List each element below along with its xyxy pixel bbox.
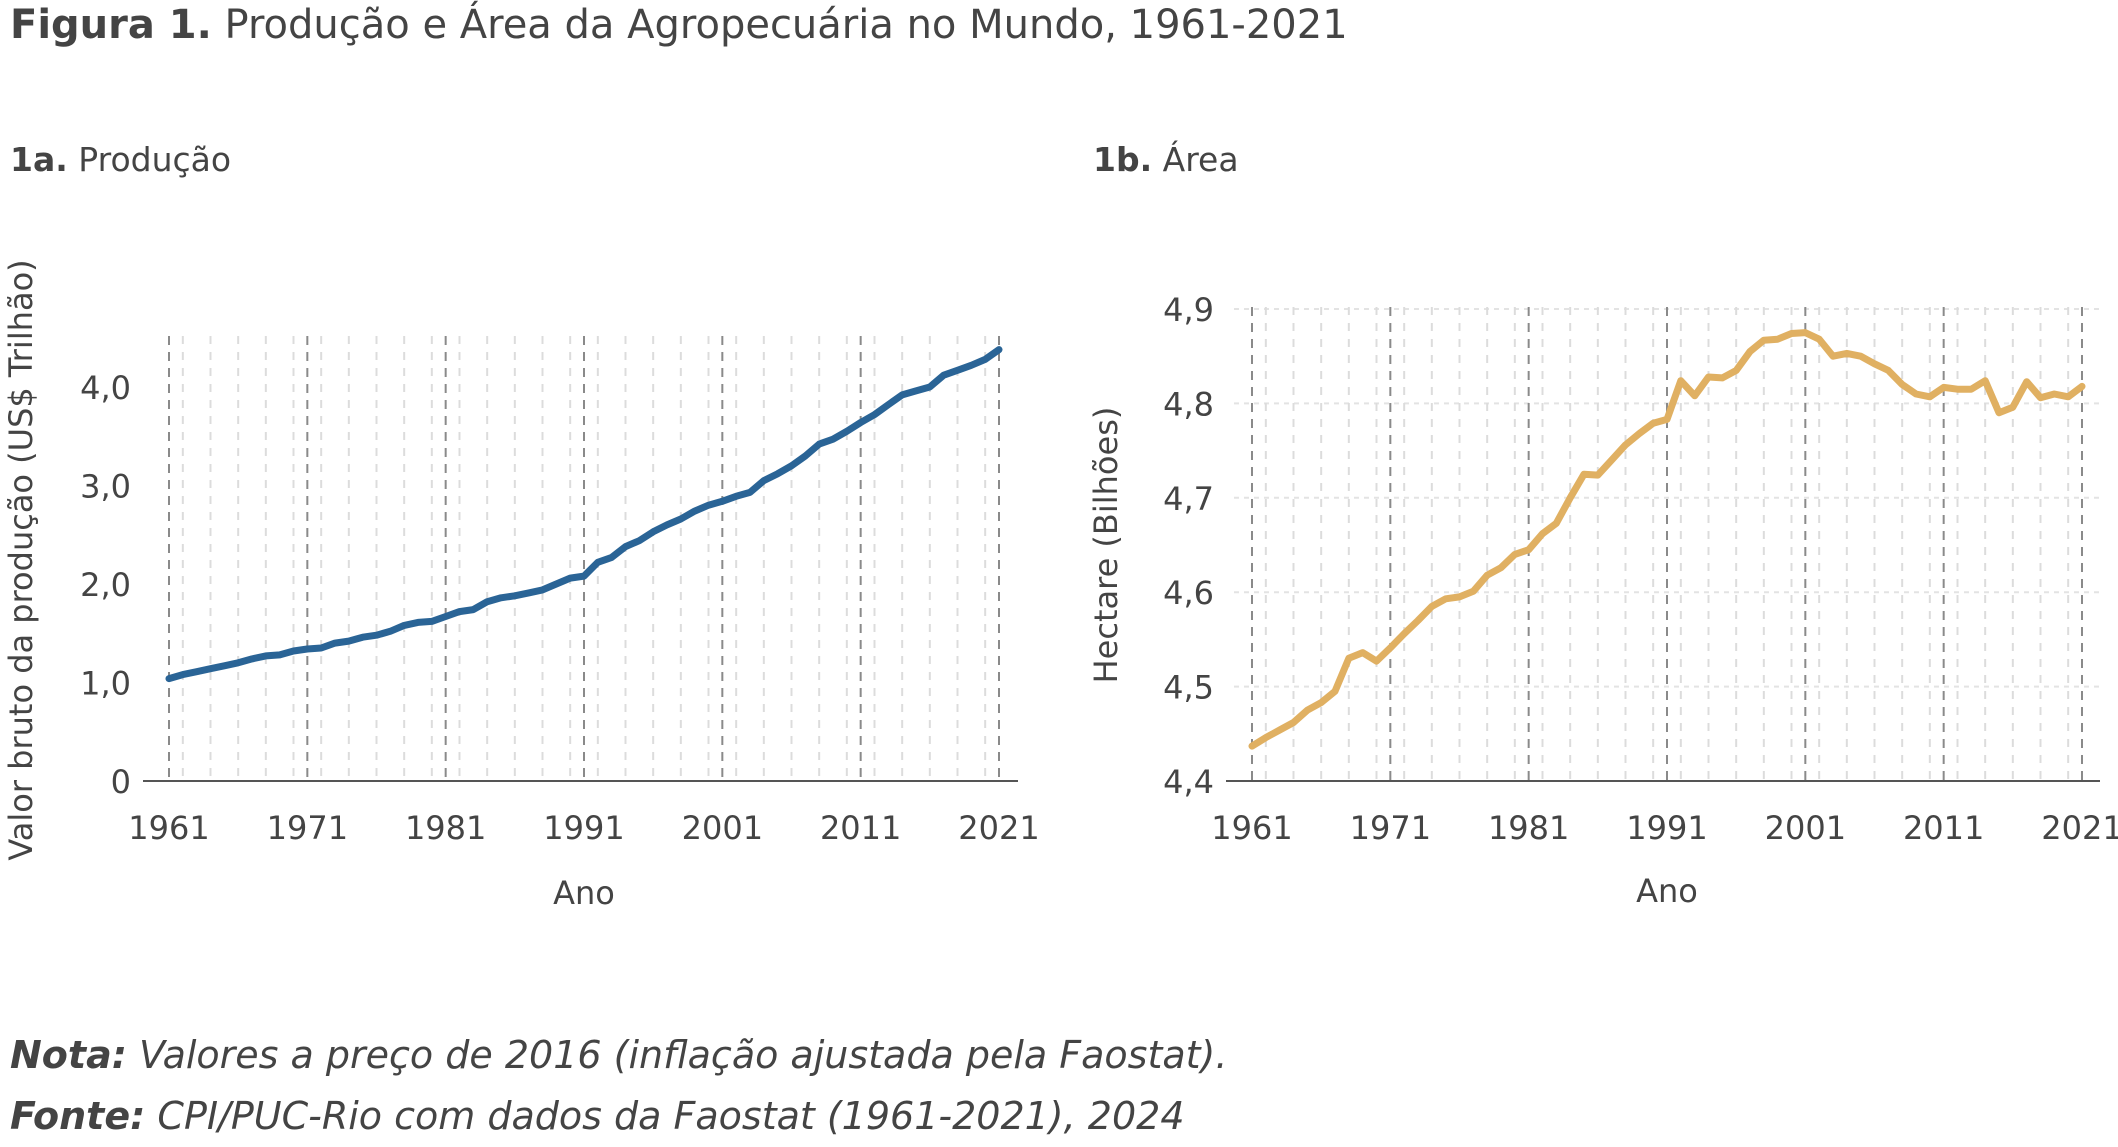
panel-label-1b: 1b.: [1093, 140, 1153, 179]
x-tick-label: 1991: [543, 809, 624, 847]
x-tick-label: 2021: [958, 809, 1039, 847]
y-tick-label: 4,4: [1163, 763, 1214, 801]
x-tick-label: 1991: [1626, 809, 1707, 847]
y-tick-label: 4,6: [1163, 574, 1214, 612]
x-tick-label: 1981: [1488, 809, 1569, 847]
panel-title-producao-text: Produção: [78, 140, 232, 179]
panel-title-area-text: Área: [1162, 140, 1239, 179]
source-line: Fonte: CPI/PUC-Rio com dados da Faostat …: [10, 1086, 1227, 1147]
series-line-producao: [165, 346, 1003, 683]
note-text: Valores a preço de 2016 (inflação ajusta…: [139, 1033, 1228, 1077]
figure-label: Figura 1.: [10, 2, 212, 48]
notes: Nota: Valores a preço de 2016 (inflação …: [10, 1025, 1227, 1147]
y-axis-title: Valor bruto da produção (US$ Trilhão): [2, 259, 40, 860]
y-tick-label: 4,7: [1163, 480, 1214, 518]
x-tick-label: 1961: [1211, 809, 1292, 847]
series-line-area: [1248, 329, 2086, 750]
y-tick-label: 4,0: [80, 369, 131, 407]
x-tick-label: 1961: [128, 809, 209, 847]
y-axis-title: Hectare (Bilhões): [1087, 407, 1125, 684]
x-tick-label: 2011: [1903, 809, 1984, 847]
figure-title: Figura 1. Produção e Área da Agropecuári…: [10, 2, 1348, 48]
y-tick-label: 1,0: [80, 665, 131, 703]
y-tick-label: 0: [111, 763, 131, 801]
y-tick-label: 4,9: [1163, 291, 1214, 329]
figure-title-text: Produção e Área da Agropecuária no Mundo…: [224, 2, 1348, 48]
x-tick-label: 2021: [2041, 809, 2118, 847]
source-text: CPI/PUC-Rio com dados da Faostat (1961-2…: [157, 1094, 1185, 1138]
y-tick-label: 4,8: [1163, 385, 1214, 423]
x-tick-label: 1981: [405, 809, 486, 847]
x-axis-title: Ano: [553, 874, 615, 912]
panel-title-producao: 1a. Produção: [10, 140, 231, 179]
panel-title-area: 1b. Área: [1093, 140, 1239, 179]
x-tick-label: 2001: [682, 809, 763, 847]
x-tick-label: 1971: [267, 809, 348, 847]
source-label: Fonte:: [10, 1094, 146, 1138]
x-tick-label: 2001: [1765, 809, 1846, 847]
x-tick-label: 1971: [1350, 809, 1431, 847]
x-axis-title: Ano: [1636, 872, 1698, 910]
y-tick-label: 3,0: [80, 468, 131, 506]
note-label: Nota:: [10, 1033, 127, 1077]
x-tick-label: 2011: [820, 809, 901, 847]
y-tick-label: 4,5: [1163, 669, 1214, 707]
note-line: Nota: Valores a preço de 2016 (inflação …: [10, 1025, 1227, 1086]
y-tick-label: 2,0: [80, 566, 131, 604]
panel-label-1a: 1a.: [10, 140, 68, 179]
